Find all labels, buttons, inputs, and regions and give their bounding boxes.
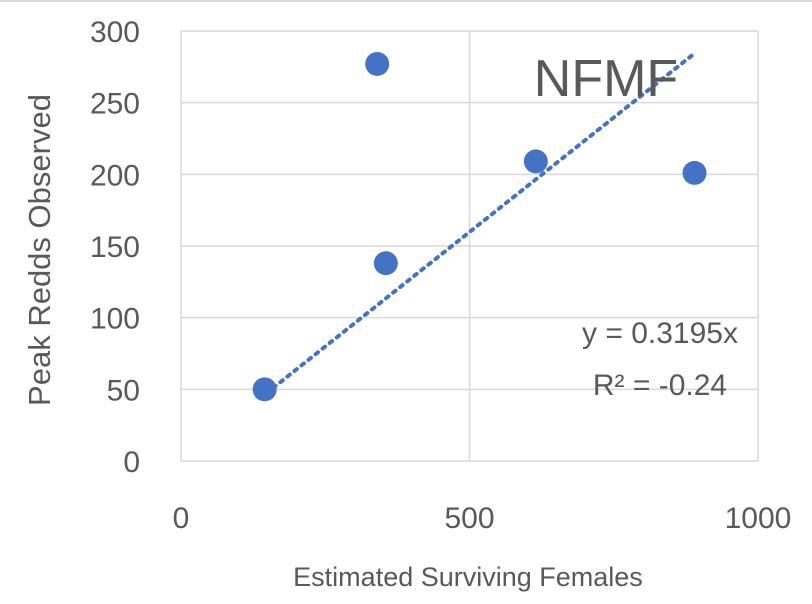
x-tick-label: 500 — [444, 502, 494, 535]
data-point — [682, 160, 707, 185]
data-point — [365, 51, 390, 76]
data-point — [373, 251, 398, 276]
x-tick-label: 0 — [173, 502, 190, 535]
y-tick-label: 250 — [90, 88, 140, 121]
y-tick-label: 300 — [90, 16, 140, 49]
x-tick-label: 1000 — [725, 502, 792, 535]
trendline-layer — [271, 53, 694, 390]
x-axis-title: Estimated Surviving Females — [293, 562, 643, 592]
tick-label-layer: 0 50 100 150 200 250 300 0 500 1000 — [90, 16, 791, 535]
trendline-equation: y = 0.3195x — [582, 317, 738, 350]
y-tick-label: 200 — [90, 159, 140, 192]
data-point — [523, 149, 548, 174]
y-axis-title: Peak Redds Observed — [22, 94, 57, 406]
data-point — [252, 377, 277, 402]
y-tick-label: 100 — [90, 303, 140, 336]
y-tick-label: 0 — [123, 446, 140, 479]
data-point-layer — [252, 51, 707, 402]
trendline — [271, 53, 694, 390]
trendline-r2: R² = -0.24 — [593, 369, 727, 402]
y-tick-label: 150 — [90, 231, 140, 264]
y-tick-label: 50 — [107, 374, 140, 407]
grid-layer — [180, 30, 759, 462]
chart-frame-top-border — [0, 0, 812, 2]
chart-title: NFMF — [534, 50, 678, 108]
